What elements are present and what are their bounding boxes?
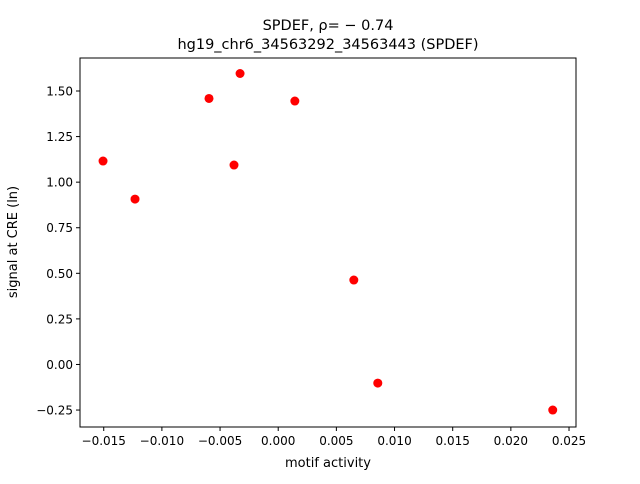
- chart-title-line1: SPDEF, ρ= − 0.74: [263, 18, 394, 34]
- x-tick-label: 0.010: [377, 434, 411, 448]
- x-tick-label: 0.000: [261, 434, 295, 448]
- data-point: [204, 93, 214, 103]
- data-point: [98, 156, 108, 166]
- x-axis: −0.015 −0.010 −0.005 0.000 0.005 0.010 0.015 0.…: [82, 427, 586, 448]
- x-tick-label: 0.020: [494, 434, 528, 448]
- data-point: [548, 405, 558, 415]
- y-tick-label: 0.50: [46, 267, 73, 281]
- data-points: [98, 68, 558, 415]
- x-axis-label: motif activity: [285, 456, 371, 471]
- x-tick-label: 0.025: [552, 434, 586, 448]
- data-point: [290, 96, 300, 106]
- data-point: [229, 160, 239, 170]
- y-tick-label: 1.00: [46, 176, 73, 190]
- y-tick-label: 1.50: [46, 84, 73, 98]
- y-tick-label: 1.25: [46, 130, 73, 144]
- x-tick-label: 0.005: [319, 434, 353, 448]
- y-tick-label: 0.25: [46, 312, 73, 326]
- data-point: [349, 275, 359, 285]
- x-tick-label: −0.015: [82, 434, 126, 448]
- x-tick-label: 0.015: [436, 434, 470, 448]
- x-tick-label: −0.005: [198, 434, 242, 448]
- data-point: [130, 194, 140, 204]
- chart-title-line2: hg19_chr6_34563292_34563443 (SPDEF): [177, 37, 478, 53]
- data-point: [373, 378, 383, 388]
- y-axis-label: signal at CRE (ln): [6, 186, 21, 298]
- plot-frame: [79, 57, 577, 428]
- y-tick-label: −0.25: [36, 404, 73, 418]
- y-tick-label: 0.75: [46, 221, 73, 235]
- data-point: [235, 68, 245, 78]
- y-tick-label: 0.00: [46, 358, 73, 372]
- x-tick-label: −0.010: [140, 434, 184, 448]
- y-axis: −0.25 0.00 0.25 0.50 0.75 1.00 1.25 1.50: [36, 84, 80, 418]
